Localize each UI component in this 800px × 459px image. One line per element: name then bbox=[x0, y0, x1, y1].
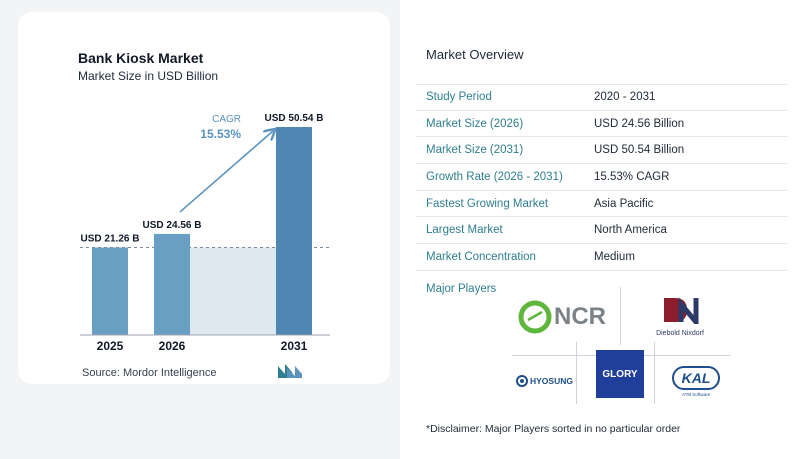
diebold-logo: Diebold Nixdorf bbox=[648, 296, 712, 337]
overview-label: Fastest Growing Market bbox=[426, 197, 549, 210]
bar-value-label: USD 50.54 B bbox=[265, 113, 324, 124]
x-tick-label: 2025 bbox=[97, 339, 124, 353]
overview-row: Largest Market North America bbox=[416, 217, 788, 245]
bar-value-label: USD 21.26 B bbox=[81, 234, 140, 245]
overview-value: 2020 - 2031 bbox=[594, 91, 656, 104]
kal-logo-subtext: ATM Software bbox=[681, 392, 711, 397]
overview-row: Market Size (2031) USD 50.54 Billion bbox=[416, 137, 788, 165]
bar-2026 bbox=[154, 233, 190, 335]
ncr-logo-text: NCR bbox=[554, 303, 606, 330]
overview-panel: Market Overview Study Period 2020 - 2031 … bbox=[400, 0, 800, 459]
overview-row: Fastest Growing Market Asia Pacific bbox=[416, 191, 788, 218]
kal-logo-badge: KAL bbox=[672, 366, 720, 390]
overview-table: Study Period 2020 - 2031 Market Size (202… bbox=[416, 84, 788, 271]
mordor-logo-icon bbox=[278, 364, 302, 378]
overview-label: Study Period bbox=[426, 91, 492, 104]
overview-row: Study Period 2020 - 2031 bbox=[416, 84, 788, 111]
cagr-value: 15.53% bbox=[200, 127, 241, 141]
overview-label: Market Size (2031) bbox=[426, 144, 524, 157]
chart-title: Bank Kiosk Market bbox=[78, 50, 204, 66]
overview-value: Asia Pacific bbox=[594, 197, 654, 210]
cagr-arrow bbox=[179, 131, 273, 213]
x-tick-label: 2026 bbox=[159, 339, 186, 353]
overview-row: Market Concentration Medium bbox=[416, 244, 788, 271]
source-text: Source: Mordor Intelligence bbox=[82, 367, 217, 379]
overview-label: Market Size (2026) bbox=[426, 117, 524, 130]
glory-logo: GLORY bbox=[596, 350, 644, 398]
overview-row: Growth Rate (2026 - 2031) 15.53% CAGR bbox=[416, 164, 788, 191]
overview-value: 15.53% CAGR bbox=[594, 170, 670, 183]
overview-value: USD 50.54 Billion bbox=[594, 144, 685, 157]
bar-2025 bbox=[92, 247, 128, 335]
overview-label: Growth Rate (2026 - 2031) bbox=[426, 170, 563, 183]
kal-logo: KAL ATM Software bbox=[672, 366, 720, 397]
ncr-logo: NCR bbox=[518, 300, 606, 334]
overview-value: North America bbox=[594, 224, 667, 237]
kal-logo-text: KAL bbox=[681, 370, 711, 386]
diebold-logo-icon bbox=[664, 297, 699, 329]
bar-value-label: USD 24.56 B bbox=[143, 220, 202, 231]
cagr-label: CAGR bbox=[212, 114, 241, 125]
glory-logo-text: GLORY bbox=[602, 368, 638, 380]
hyosung-logo: HYOSUNG bbox=[516, 375, 573, 387]
diebold-logo-text: Diebold Nixdorf bbox=[656, 330, 704, 337]
bar-chart: USD 21.26 B 2025 USD 24.56 B 2026 USD 50.54 … bbox=[80, 113, 330, 353]
overview-value: USD 24.56 Billion bbox=[594, 117, 685, 130]
growth-area bbox=[190, 247, 276, 335]
divider bbox=[576, 342, 577, 404]
bar-2031 bbox=[276, 127, 312, 335]
overview-label: Market Concentration bbox=[426, 250, 536, 263]
divider bbox=[654, 342, 655, 404]
major-players-label: Major Players bbox=[426, 283, 497, 295]
hyosung-logo-icon bbox=[516, 375, 528, 387]
x-tick-label: 2031 bbox=[281, 339, 308, 353]
divider bbox=[620, 287, 621, 345]
overview-value: Medium bbox=[594, 250, 635, 263]
overview-title: Market Overview bbox=[426, 47, 524, 62]
hyosung-logo-text: HYOSUNG bbox=[530, 376, 573, 386]
overview-row: Market Size (2026) USD 24.56 Billion bbox=[416, 111, 788, 138]
ncr-logo-icon bbox=[518, 300, 552, 334]
overview-label: Largest Market bbox=[426, 224, 503, 237]
chart-subtitle: Market Size in USD Billion bbox=[78, 69, 219, 83]
disclaimer-text: *Disclaimer: Major Players sorted in no … bbox=[426, 423, 681, 435]
